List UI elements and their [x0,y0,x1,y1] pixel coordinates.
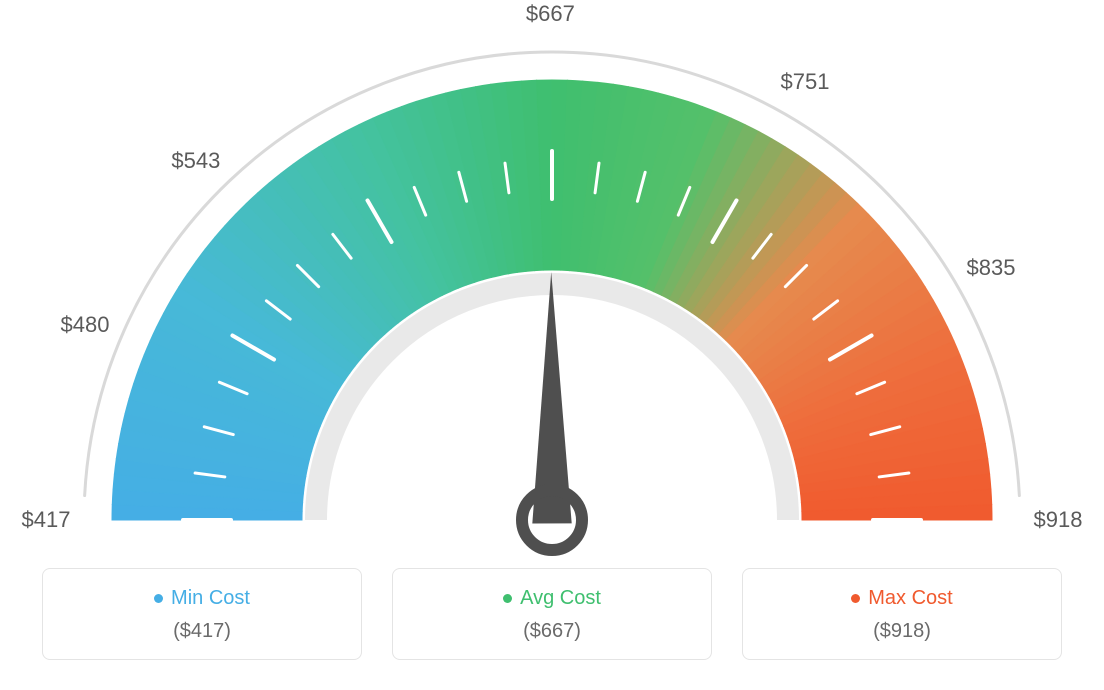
gauge-tick-label: $667 [526,1,575,27]
legend-value-avg: ($667) [403,620,701,643]
gauge-tick-label: $480 [60,312,109,338]
legend-value-min: ($417) [53,620,351,643]
legend-dot-max [851,594,860,603]
gauge-tick-label: $543 [171,148,220,174]
gauge-tick-label: $835 [967,255,1016,281]
legend-title-avg: Avg Cost [503,587,601,610]
legend-label-min: Min Cost [171,587,250,610]
legend-dot-min [154,594,163,603]
legend-title-min: Min Cost [154,587,250,610]
legend-card-max: Max Cost ($918) [742,568,1062,660]
gauge-tick-label: $417 [22,507,71,533]
legend-card-min: Min Cost ($417) [42,568,362,660]
legend-label-max: Max Cost [868,587,952,610]
legend-dot-avg [503,594,512,603]
legend-row: Min Cost ($417) Avg Cost ($667) Max Cost… [0,568,1104,660]
cost-gauge-chart: $417 $480 $543 $667 $751 $835 $918 [0,0,1104,560]
gauge-svg [0,0,1104,560]
legend-card-avg: Avg Cost ($667) [392,568,712,660]
gauge-tick-label: $751 [781,69,830,95]
legend-value-max: ($918) [753,620,1051,643]
legend-label-avg: Avg Cost [520,587,601,610]
legend-title-max: Max Cost [851,587,952,610]
gauge-tick-label: $918 [1034,507,1083,533]
